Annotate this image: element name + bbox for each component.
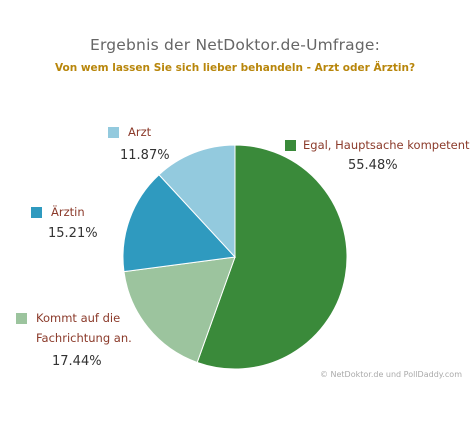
pie-slice-egal <box>196 144 348 370</box>
legend-swatch-fachrichtung <box>16 313 27 324</box>
credit-text: © NetDoktor.de und PollDaddy.com <box>319 370 462 379</box>
chart-title: Ergebnis der NetDoktor.de-Umfrage: <box>89 36 381 54</box>
pie-slice-fachrichtung <box>123 256 236 364</box>
legend-label-egal: Egal, Hauptsache kompetent. <box>303 138 470 152</box>
data-label-fachrichtung: 17.44% <box>52 354 102 369</box>
legend-label-fachrichtung-line2: Fachrichtung an. <box>36 331 132 345</box>
pie-slice-aerztin <box>122 174 237 273</box>
legend-swatch-aerztin <box>31 207 42 218</box>
pie-slices <box>122 144 348 370</box>
pie-slice-arzt <box>158 144 236 259</box>
data-label-arzt: 11.87% <box>120 148 170 163</box>
legend-label-arzt: Arzt <box>128 125 152 139</box>
data-label-egal: 55.48% <box>348 158 398 173</box>
legend-label-fachrichtung-line1: Kommt auf die <box>36 311 121 325</box>
data-label-aerztin: 15.21% <box>48 226 98 241</box>
chart-subtitle: Von wem lassen Sie sich lieber behandeln… <box>54 62 416 74</box>
legend-swatch-arzt <box>108 127 119 138</box>
legend-label-aerztin: Ärztin <box>51 205 85 219</box>
legend-swatch-egal <box>285 140 296 151</box>
